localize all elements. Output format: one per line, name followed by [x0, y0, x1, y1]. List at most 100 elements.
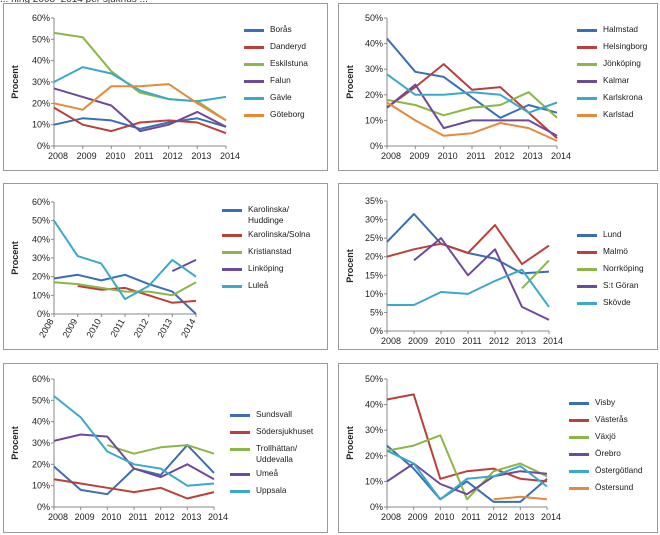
y-tick-label: 50%: [32, 216, 50, 226]
legend-item: Karolinska/Huddinge: [222, 204, 332, 226]
legend-item: Sundsvall: [230, 409, 340, 420]
legend-label: Karolinska/Solna: [248, 229, 311, 239]
legend-item: Gävle: [244, 92, 354, 103]
x-tick-label: 2012: [489, 336, 509, 346]
x-tick-label: 2010: [84, 317, 103, 339]
legend-item: Karlskrona: [577, 92, 660, 103]
y-tick-label: 30%: [32, 438, 50, 448]
series-line-v-ster-s: [386, 393, 548, 483]
legend-swatch: [230, 448, 250, 451]
series-line-bor-s: [53, 117, 227, 130]
x-tick-label: 2009: [77, 151, 97, 161]
legend-label: Malmö: [603, 246, 628, 256]
legend-label: Norrköping: [603, 263, 644, 273]
legend-item: Växjö: [569, 431, 660, 442]
y-tick-label: 60%: [32, 13, 50, 23]
legend-label: Göteborg: [270, 109, 305, 119]
legend-swatch: [577, 251, 597, 254]
series-line-trollh-ttan-uddevalla: [106, 444, 215, 455]
legend-label: Danderyd: [270, 41, 306, 51]
legend-label: Lund: [603, 229, 622, 239]
legend-item: Jönköping: [577, 58, 660, 69]
legend-label: Sundsvall: [256, 409, 292, 419]
x-tick-label: 2011: [108, 317, 126, 339]
legend-item: Umeå: [230, 468, 340, 479]
y-tick-label: 40%: [32, 417, 50, 427]
line-chart-6: 0% 10% 20% 30% 40% 50% 2008 2009 2010 2011 2012 201…: [345, 374, 561, 522]
legend-swatch: [577, 80, 597, 83]
legend-swatch: [577, 234, 597, 237]
series-line-eskilstuna: [53, 31, 227, 122]
legend-swatch: [577, 46, 597, 49]
legend-swatch: [577, 302, 597, 305]
legend-item: Södersjukhuset: [230, 426, 340, 437]
series-line-lule-: [53, 220, 197, 301]
legend-swatch: [222, 285, 242, 288]
series-line-helsingborg: [386, 63, 558, 140]
legend-item: S:t Göran: [577, 280, 660, 291]
series-line-kristianstad: [53, 281, 197, 297]
y-tick-label: 10%: [365, 289, 383, 299]
x-tick-label: 2013: [516, 336, 536, 346]
x-tick-label: 2010: [435, 336, 455, 346]
line-chart-4: 0% 5% 10% 15% 20% 25% 30% 35% 2008 2009 2010 2011 20…: [345, 196, 563, 346]
y-tick-label: 20%: [365, 252, 383, 262]
legend-item: Kristianstad: [222, 246, 332, 257]
legend-swatch: [222, 251, 242, 254]
clipped-header-text: ... ning 2008–2014 per sjukhus ...: [0, 0, 300, 6]
x-tick-label: 2010: [438, 151, 458, 161]
series-line-sk-vde: [387, 268, 550, 308]
series-line--sterg-tland: [386, 449, 548, 501]
legend-label: Eskilstuna: [270, 58, 308, 68]
legend-swatch: [569, 402, 589, 405]
legend-swatch: [230, 490, 250, 493]
y-tick-label: 0%: [37, 502, 50, 512]
legend-item: Halmstad: [577, 24, 660, 35]
y-tick-label: 50%: [32, 395, 50, 405]
x-tick-label: 2013: [181, 512, 201, 522]
legend-label: Trollhättan/Uddevalla: [256, 443, 298, 464]
legend-swatch: [244, 29, 264, 32]
y-tick-label: 40%: [365, 39, 383, 49]
legend-swatch: [577, 285, 597, 288]
y-tick-label: 10%: [365, 476, 383, 486]
legend-label: S:t Göran: [603, 280, 639, 290]
legend-item: Norrköping: [577, 263, 660, 274]
legend-swatch: [577, 114, 597, 117]
legend-swatch: [577, 29, 597, 32]
legend-label: Karlstad: [603, 109, 634, 119]
legend-label: Södersjukhuset: [256, 426, 314, 436]
legend-item: Danderyd: [244, 41, 354, 52]
legend-label: Halmstad: [603, 24, 639, 34]
legend-label: Karolinska/Huddinge: [248, 204, 290, 225]
x-tick-label: 2011: [461, 512, 480, 522]
y-tick-label: 50%: [365, 374, 383, 384]
x-tick-label: 2008: [381, 512, 401, 522]
x-tick-label: 2008: [381, 151, 401, 161]
series-line-visby: [386, 444, 548, 503]
y-tick-label: 10%: [32, 290, 50, 300]
y-tick-label: 50%: [32, 34, 50, 44]
x-tick-label: 2014: [220, 151, 240, 161]
y-tick-label: 30%: [32, 77, 50, 87]
legend-label: Gävle: [270, 92, 292, 102]
series-line-g-vle: [53, 66, 227, 103]
x-tick-label: 2010: [105, 151, 125, 161]
y-axis-label: Procent: [345, 426, 355, 460]
x-tick-label: 2008: [48, 151, 68, 161]
y-tick-label: 10%: [32, 120, 50, 130]
legend-item: Visby: [569, 397, 660, 408]
y-tick-label: 0%: [37, 141, 50, 151]
legend-label: Kristianstad: [248, 246, 292, 256]
x-tick-label: 2013: [155, 317, 174, 339]
legend-swatch: [577, 268, 597, 271]
legend-swatch: [230, 431, 250, 434]
x-tick-label: 2009: [61, 317, 80, 339]
legend-item: Trollhättan/Uddevalla: [230, 443, 340, 465]
legend-swatch: [244, 114, 264, 117]
legend-item: Östergötland: [569, 465, 660, 476]
series-line-malm-: [386, 224, 550, 266]
y-axis-label: Procent: [10, 241, 20, 275]
line-chart-2: 0% 10% 20% 30% 40% 50% 2008 2009 2010 2011 2012 201…: [345, 13, 571, 161]
series-line-halmstad: [386, 37, 558, 119]
